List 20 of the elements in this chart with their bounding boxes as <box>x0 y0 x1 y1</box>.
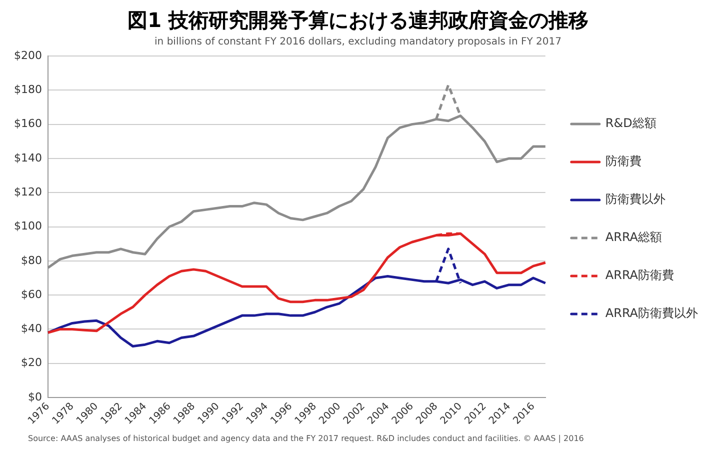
y-tick-label: $80 <box>20 254 42 267</box>
chart-subtitle: in billions of constant FY 2016 dollars, excluding mandatory proposals in FY 2017 <box>154 36 562 48</box>
source-note: Source: AAAS analyses of historical budget and agency data and the FY 2017 request. R&D includes conduct and facilities. © AAAS | 2016 <box>28 434 585 443</box>
legend-label: ARRA総額 <box>605 230 662 244</box>
legend-label: 防衛費 <box>605 154 642 168</box>
y-tick-label: $0 <box>28 390 42 404</box>
legend-label: 防衛費以外 <box>605 192 666 206</box>
y-tick-label: $60 <box>20 288 42 301</box>
y-tick-label: $160 <box>14 117 42 130</box>
y-tick-label: $140 <box>14 151 42 164</box>
chart-title: 図1 技術研究開発予算における連邦政府資金の推移 <box>128 8 588 32</box>
y-tick-label: $40 <box>20 322 42 336</box>
y-tick-label: $180 <box>14 83 42 96</box>
legend-label: ARRA防衛費 <box>605 268 674 282</box>
y-tick-label: $120 <box>14 185 42 198</box>
legend-label: R&D総額 <box>605 116 656 130</box>
y-tick-label: $100 <box>14 220 42 233</box>
y-tick-label: $20 <box>20 356 42 370</box>
legend-label: ARRA防衛費以外 <box>605 306 698 320</box>
y-tick-label: $200 <box>14 48 42 62</box>
